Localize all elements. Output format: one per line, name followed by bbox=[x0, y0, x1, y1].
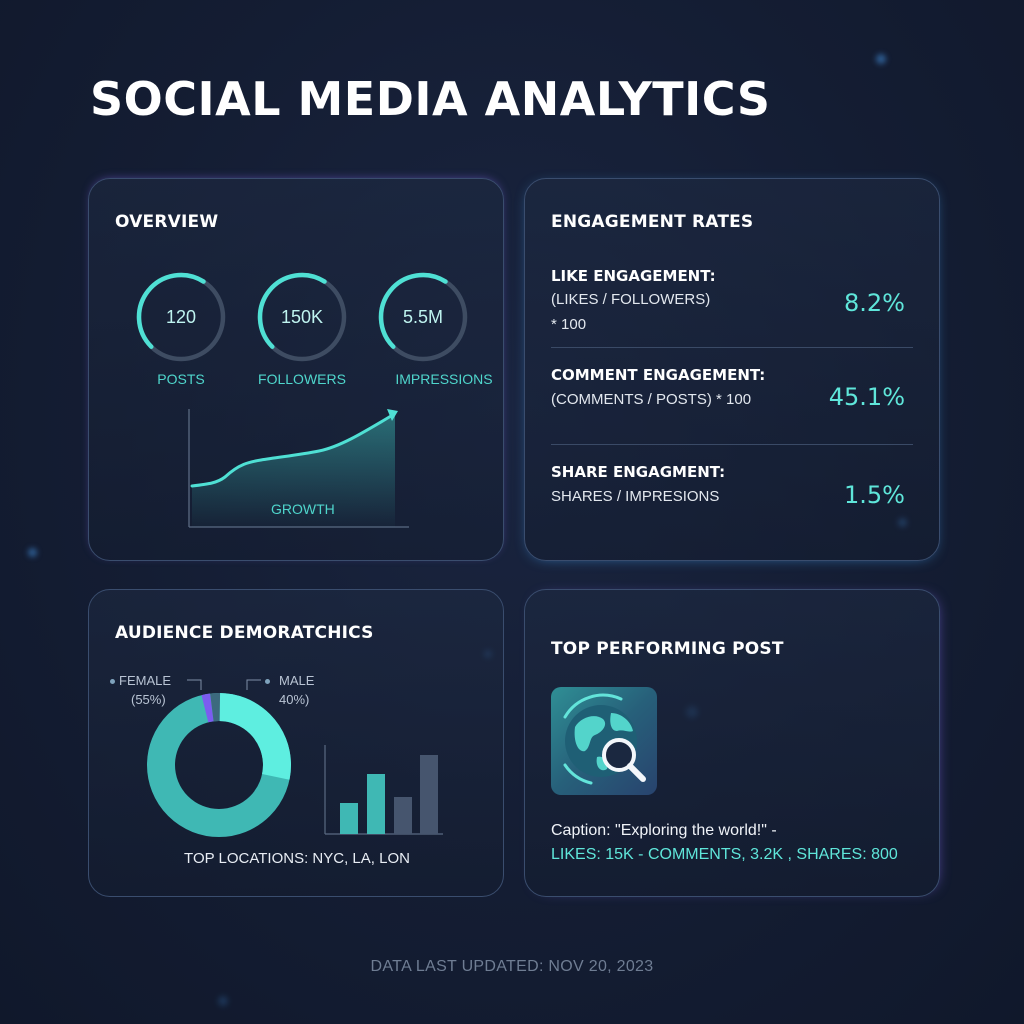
growth-line bbox=[190, 414, 393, 488]
location-bar bbox=[367, 774, 385, 834]
last-updated: DATA LAST UPDATED: NOV 20, 2023 bbox=[370, 958, 654, 975]
post-caption: Caption: "Exploring the world!" - bbox=[551, 822, 777, 839]
posts-value: 120 bbox=[165, 306, 197, 327]
growth-label: GROWTH bbox=[271, 501, 335, 517]
globe-search-icon bbox=[563, 693, 646, 785]
comment-engagement-label: COMMENT ENGAGEMENT: bbox=[551, 366, 766, 384]
share-engagement-value: 1.5% bbox=[844, 481, 905, 509]
share-engagement-formula: SHARES / IMPRESIONS bbox=[551, 488, 720, 505]
comment-engagement-value: 45.1% bbox=[828, 383, 905, 411]
followers-label: FOLLOWERS bbox=[258, 371, 346, 387]
like-engagement-formula-cont: * 100 bbox=[551, 316, 587, 333]
page-title: SOCIAL MEDIA ANALYTICS bbox=[90, 72, 771, 126]
other-segment bbox=[147, 693, 291, 837]
male-legend-dot bbox=[265, 679, 270, 684]
posts-gauge: 120 bbox=[135, 271, 227, 363]
gender-donut-chart bbox=[147, 679, 443, 837]
background-glow bbox=[218, 996, 228, 1006]
comment-engagement-formula: (COMMENTS / POSTS) * 100 bbox=[551, 391, 752, 408]
gauge-ring bbox=[378, 272, 468, 362]
female-callout-line bbox=[187, 679, 202, 690]
female-label: FEMALE bbox=[119, 673, 172, 688]
engagement-title: ENGAGEMENT RATES bbox=[551, 212, 754, 232]
location-bar bbox=[420, 755, 438, 834]
location-bar bbox=[340, 803, 358, 834]
like-engagement-label: LIKE ENGAGEMENT: bbox=[551, 267, 716, 285]
other-segment bbox=[147, 693, 291, 837]
like-engagement-formula: (LIKES / FOLLOWERS) bbox=[551, 291, 711, 308]
share-engagement-label: SHARE ENGAGMENT: bbox=[551, 463, 726, 481]
divider bbox=[551, 347, 913, 348]
female-percent: (55%) bbox=[131, 692, 166, 707]
male-label: MALE bbox=[279, 673, 315, 688]
location-bar bbox=[394, 797, 412, 834]
gauge-ring bbox=[136, 272, 226, 362]
post-thumbnail[interactable] bbox=[551, 687, 657, 795]
overview-card: OVERVIEW 120 POSTS 150K FOLLOWERS 5.5M I… bbox=[88, 178, 504, 561]
growth-chart bbox=[188, 409, 409, 528]
male-callout-line bbox=[246, 679, 261, 690]
posts-label: POSTS bbox=[157, 371, 205, 387]
engagement-card: ENGAGEMENT RATES LIKE ENGAGEMENT: (LIKES… bbox=[524, 178, 940, 561]
followers-gauge: 150K bbox=[256, 271, 348, 363]
impressions-value: 5.5M bbox=[402, 306, 444, 327]
post-stats: LIKES: 15K - COMMENTS, 3.2K , SHARES: 80… bbox=[551, 846, 898, 863]
top-post-title: TOP PERFORMING POST bbox=[551, 639, 784, 659]
male-percent: 40%) bbox=[279, 692, 310, 707]
audience-title: AUDIENCE DEMORATCHICS bbox=[115, 623, 374, 643]
impressions-gauge: 5.5M bbox=[377, 271, 469, 363]
divider bbox=[551, 444, 913, 445]
like-engagement-value: 8.2% bbox=[844, 289, 905, 317]
audience-card: AUDIENCE DEMORATCHICS FEMALE (55%) MALE … bbox=[88, 589, 504, 897]
background-glow bbox=[28, 548, 37, 557]
top-locations: TOP LOCATIONS: NYC, LA, LON bbox=[184, 850, 410, 867]
impressions-label: IMPRESSIONS bbox=[395, 371, 493, 387]
female-legend-dot bbox=[110, 679, 115, 684]
top-post-card: TOP PERFORMING POST Caption: "Exploring … bbox=[524, 589, 940, 897]
overview-title: OVERVIEW bbox=[115, 212, 219, 232]
gauge-ring bbox=[257, 272, 347, 362]
followers-value: 150K bbox=[280, 306, 324, 327]
background-glow bbox=[876, 54, 886, 64]
growth-arrow-icon bbox=[387, 409, 398, 421]
